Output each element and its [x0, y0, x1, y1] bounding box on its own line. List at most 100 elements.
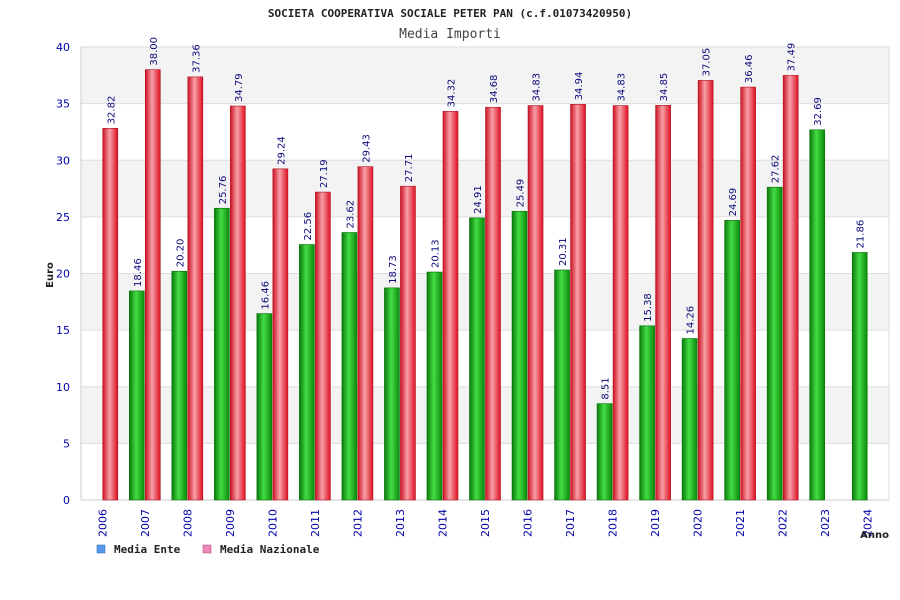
- value-label-media-ente-2019: 15.38: [643, 293, 654, 322]
- bars: [102, 69, 868, 501]
- bar-media-nazionale-2015: [485, 106, 501, 501]
- value-label-media-nazionale-2006: 32.82: [106, 96, 117, 125]
- bar-media-ente-2016: [511, 211, 528, 501]
- bar-media-nazionale-2021: [740, 86, 756, 501]
- value-label-media-ente-2014: 20.13: [430, 239, 441, 268]
- y-tick-label: 35: [56, 98, 70, 111]
- bar-media-nazionale-2009: [230, 105, 246, 501]
- value-label-media-ente-2012: 23.62: [345, 200, 356, 229]
- bar-media-ente-2014: [426, 271, 443, 501]
- value-label-media-ente-2020: 14.26: [686, 306, 697, 335]
- bar-media-ente-2007: [128, 290, 145, 501]
- x-tick-label-2014: 2014: [436, 509, 449, 537]
- legend-label-media-ente: Media Ente: [114, 543, 181, 556]
- y-tick-label: 25: [56, 211, 70, 224]
- x-tick-label-2019: 2019: [649, 509, 662, 537]
- bar-media-ente-2012: [341, 232, 358, 501]
- x-tick-label-2013: 2013: [394, 509, 407, 537]
- x-tick-label-2020: 2020: [692, 509, 705, 537]
- bar-media-ente-2020: [681, 338, 698, 501]
- y-axis-ticks: 0 5 10 15 20 25 30 35 40: [56, 41, 70, 507]
- value-label-media-nazionale-2018: 34.83: [617, 73, 628, 102]
- value-label-media-ente-2010: 16.46: [260, 281, 271, 310]
- bar-media-ente-2021: [724, 220, 740, 501]
- legend-swatch-media-ente: [96, 544, 106, 554]
- value-label-media-ente-2008: 20.20: [175, 239, 186, 268]
- x-tick-label-2022: 2022: [777, 509, 790, 537]
- bar-media-ente-2011: [299, 244, 315, 501]
- bar-media-nazionale-2010: [272, 168, 289, 501]
- x-tick-label-2012: 2012: [351, 509, 364, 537]
- value-label-media-nazionale-2014: 34.32: [446, 79, 457, 108]
- x-axis-label: Anno: [860, 530, 889, 541]
- bar-media-ente-2017: [554, 269, 570, 501]
- y-tick-label: 15: [56, 324, 70, 337]
- value-label-media-nazionale-2008: 37.36: [191, 44, 202, 73]
- legend: Media Ente Media Nazionale: [96, 543, 320, 556]
- value-label-media-nazionale-2013: 27.71: [404, 154, 415, 183]
- x-axis-ticks: 2006 2007 2008 2009 2010 2011 2012 2013 2014 2015…: [96, 509, 874, 537]
- y-tick-label: 30: [56, 154, 70, 167]
- bar-media-nazionale-2020: [697, 80, 714, 501]
- value-label-media-ente-2021: 24.69: [728, 188, 739, 217]
- value-labels: 32.82 18.46 38.00 20.20 37.36 25.76 34.79 16.46…: [106, 37, 866, 400]
- bar-media-nazionale-2022: [782, 75, 799, 501]
- value-label-media-nazionale-2017: 34.94: [574, 72, 585, 101]
- bar-media-nazionale-2018: [612, 105, 629, 501]
- bar-media-ente-2015: [469, 217, 485, 501]
- value-label-media-ente-2011: 22.56: [303, 212, 314, 241]
- value-label-media-ente-2022: 27.62: [771, 155, 782, 184]
- value-label-media-nazionale-2021: 36.46: [744, 54, 755, 83]
- x-tick-label-2021: 2021: [734, 509, 747, 537]
- bar-media-nazionale-2013: [400, 185, 416, 501]
- bar-media-ente-2023: [809, 129, 826, 501]
- x-tick-label-2011: 2011: [309, 509, 322, 537]
- bar-media-ente-2013: [384, 287, 400, 501]
- bar-media-ente-2009: [214, 207, 230, 501]
- value-label-media-ente-2009: 25.76: [218, 176, 229, 205]
- bar-media-nazionale-2008: [187, 76, 204, 501]
- value-label-media-nazionale-2010: 29.24: [276, 136, 287, 165]
- chart-subtitle: Media Importi: [399, 27, 501, 42]
- value-label-media-nazionale-2015: 34.68: [489, 75, 500, 104]
- x-tick-label-2008: 2008: [181, 509, 194, 537]
- bar-media-nazionale-2011: [315, 191, 331, 501]
- x-tick-label-2016: 2016: [522, 509, 535, 537]
- value-label-media-nazionale-2007: 38.00: [149, 37, 160, 66]
- legend-swatch-media-nazionale: [202, 544, 212, 554]
- bar-media-ente-2008: [171, 270, 188, 501]
- bar-media-nazionale-2007: [144, 69, 161, 501]
- value-label-media-ente-2023: 32.69: [813, 97, 824, 126]
- value-label-media-nazionale-2016: 34.83: [532, 73, 543, 102]
- x-tick-label-2006: 2006: [96, 509, 109, 537]
- legend-label-media-nazionale: Media Nazionale: [220, 543, 320, 556]
- y-tick-label: 40: [56, 41, 70, 54]
- x-tick-label-2018: 2018: [607, 509, 620, 537]
- value-label-media-nazionale-2022: 37.49: [787, 43, 798, 72]
- bar-media-ente-2010: [256, 313, 273, 501]
- value-label-media-ente-2013: 18.73: [388, 255, 399, 284]
- value-label-media-nazionale-2011: 27.19: [319, 159, 330, 188]
- x-tick-label-2009: 2009: [224, 509, 237, 537]
- y-tick-label: 20: [56, 268, 70, 281]
- bar-media-nazionale-2016: [527, 105, 544, 501]
- y-tick-label: 10: [56, 381, 70, 394]
- bar-media-ente-2019: [639, 325, 655, 501]
- x-tick-label-2017: 2017: [564, 509, 577, 537]
- value-label-media-ente-2017: 20.31: [558, 237, 569, 266]
- x-tick-label-2024: 2024: [862, 509, 875, 537]
- value-label-media-ente-2018: 8.51: [601, 377, 612, 399]
- x-tick-label-2023: 2023: [819, 509, 832, 537]
- value-label-media-ente-2015: 24.91: [473, 185, 484, 214]
- x-tick-label-2010: 2010: [266, 509, 279, 537]
- value-label-media-nazionale-2009: 34.79: [234, 73, 245, 102]
- value-label-media-nazionale-2012: 29.43: [361, 134, 372, 163]
- bar-media-nazionale-2006: [102, 128, 119, 501]
- value-label-media-nazionale-2020: 37.05: [702, 48, 713, 77]
- x-tick-label-2007: 2007: [139, 509, 152, 537]
- value-label-media-ente-2016: 25.49: [516, 179, 527, 208]
- value-label-media-nazionale-2019: 34.85: [659, 73, 670, 102]
- bar-media-ente-2022: [766, 186, 783, 501]
- bar-media-nazionale-2017: [570, 104, 586, 501]
